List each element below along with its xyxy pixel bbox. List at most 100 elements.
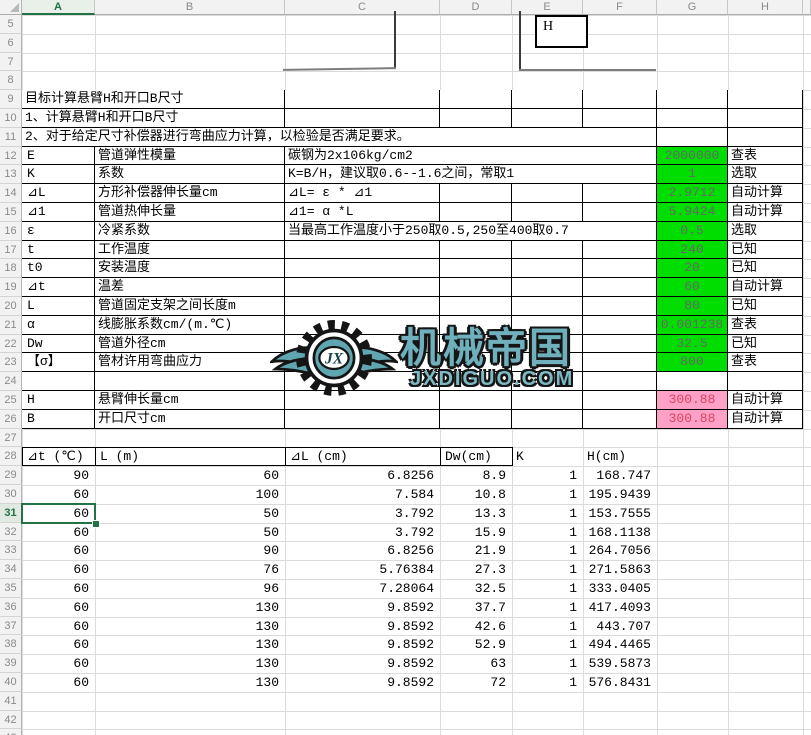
cell-empty[interactable] (583, 203, 657, 222)
row-header-43[interactable]: 43 (0, 729, 22, 735)
row-header-40[interactable]: 40 (0, 673, 22, 692)
cell-empty[interactable] (657, 127, 728, 147)
cell-empty[interactable] (657, 109, 728, 128)
cell-empty[interactable] (512, 353, 583, 373)
row-header-28[interactable]: 28 (0, 447, 22, 467)
cell-note-row12[interactable]: 碳钢为2x106kg/cm2 (285, 146, 657, 166)
data-cell-r30-c5[interactable]: 195.9439 (588, 487, 651, 502)
cell-name-row13[interactable]: 系数 (95, 165, 285, 185)
cell-value-row14[interactable]: 2.9712 (657, 184, 728, 203)
cell-empty[interactable] (512, 203, 583, 222)
row-header-19[interactable]: 19 (0, 278, 22, 297)
data-cell-r32-c1[interactable]: 50 (263, 524, 279, 540)
row-header-16[interactable]: 16 (0, 221, 22, 241)
h-label-textbox[interactable]: H (535, 15, 588, 48)
column-header-g[interactable]: G (657, 0, 728, 15)
selected-cell-outline[interactable] (21, 502, 96, 524)
cell-note-row25[interactable] (285, 391, 440, 410)
row-header-34[interactable]: 34 (0, 560, 22, 579)
cell-source-row21[interactable]: 查表 (728, 315, 803, 335)
cell-name-row25[interactable]: 悬臂伸长量cm (95, 391, 285, 410)
data-cell-r37-c3[interactable]: 42.6 (474, 618, 506, 634)
cell-note-row17[interactable] (285, 240, 440, 260)
cell-name-row20[interactable]: 管道固定支架之间长度m (95, 297, 285, 316)
row-header-39[interactable]: 39 (0, 654, 22, 673)
data-cell-r38-c3[interactable]: 52.9 (474, 637, 506, 653)
row-header-18[interactable]: 18 (0, 259, 22, 279)
data-cell-r34-c0[interactable]: 60 (73, 562, 89, 578)
data-cell-r35-c5[interactable]: 333.0405 (588, 581, 651, 596)
cell-empty[interactable] (440, 353, 512, 373)
data-cell-r31-c2[interactable]: 3.792 (394, 505, 434, 521)
cell-source-row18[interactable]: 已知 (728, 259, 803, 279)
cell-source-row16[interactable]: 选取 (728, 221, 803, 241)
data-header-5[interactable]: H(cm) (587, 449, 627, 465)
row-header-42[interactable]: 42 (0, 710, 22, 730)
fill-handle[interactable] (92, 519, 100, 528)
cell-symbol-row21[interactable]: α (22, 315, 95, 335)
column-header-d[interactable]: D (440, 0, 512, 15)
cell-empty[interactable] (285, 90, 440, 109)
data-cell-r34-c1[interactable]: 76 (263, 562, 279, 578)
cell-empty[interactable] (657, 90, 728, 109)
cell-empty[interactable] (583, 353, 657, 373)
row-header-24[interactable]: 24 (0, 372, 22, 391)
cell-empty[interactable] (440, 278, 512, 297)
data-cell-r40-c2[interactable]: 9.8592 (387, 675, 434, 690)
cell-empty[interactable] (440, 203, 512, 222)
cell-name-row12[interactable]: 管道弹性模量 (95, 146, 285, 166)
cell-note-row26[interactable] (285, 409, 440, 429)
row-header-31[interactable]: 31 (0, 503, 22, 523)
data-cell-r32-c3[interactable]: 15.9 (474, 524, 506, 540)
cell-note-row21[interactable] (285, 315, 440, 335)
column-header-c[interactable]: C (285, 0, 440, 15)
row-header-6[interactable]: 6 (0, 33, 22, 53)
cell-empty[interactable] (512, 184, 583, 203)
cell-empty[interactable] (440, 409, 512, 429)
data-header-1[interactable]: L (m) (95, 447, 286, 467)
cell-name-row19[interactable]: 温差 (95, 278, 285, 297)
data-cell-r29-c1[interactable]: 60 (263, 468, 279, 484)
cell-symbol-row14[interactable]: ⊿L (22, 184, 95, 203)
cell-name-row16[interactable]: 冷紧系数 (95, 221, 285, 241)
cell-empty[interactable] (583, 109, 657, 128)
cell-note-row15[interactable]: ⊿1= α *L (285, 203, 440, 222)
cell-empty[interactable] (512, 297, 583, 316)
row-header-35[interactable]: 35 (0, 579, 22, 598)
select-all-corner[interactable] (0, 0, 22, 15)
row-header-17[interactable]: 17 (0, 240, 22, 260)
cell-empty[interactable] (583, 240, 657, 260)
data-cell-r31-c3[interactable]: 13.3 (474, 505, 506, 521)
data-header-2[interactable]: ⊿L (cm) (285, 447, 441, 467)
data-cell-r31-c0[interactable]: 60 (73, 505, 89, 521)
data-cell-r40-c1[interactable]: 130 (255, 675, 279, 690)
cell-value-row19[interactable]: 60 (657, 278, 728, 297)
row-header-41[interactable]: 41 (0, 691, 22, 711)
cell-empty[interactable] (440, 90, 512, 109)
cell-value-row13[interactable]: 1 (657, 165, 728, 185)
data-cell-r30-c1[interactable]: 100 (255, 487, 279, 502)
column-header-b[interactable]: B (95, 0, 285, 15)
data-cell-r29-c2[interactable]: 6.8256 (387, 468, 434, 484)
cell-value-row23[interactable]: 800 (657, 353, 728, 373)
row-header-10[interactable]: 10 (0, 109, 22, 128)
data-cell-r29-c3[interactable]: 8.9 (482, 468, 506, 484)
cell-note-row18[interactable] (285, 259, 440, 279)
data-cell-r34-c5[interactable]: 271.5863 (588, 562, 651, 578)
cell-symbol-row20[interactable]: L (22, 297, 95, 316)
cell-value-row16[interactable]: 0.5 (657, 221, 728, 241)
data-cell-r36-c0[interactable]: 60 (73, 599, 89, 615)
cell-empty[interactable] (512, 372, 583, 391)
cell-symbol-row23[interactable]: 【σ】 (22, 353, 95, 373)
row-header-9[interactable]: 9 (0, 90, 22, 109)
cell-empty[interactable] (728, 127, 803, 147)
cell-empty[interactable] (583, 372, 657, 391)
row-header-22[interactable]: 22 (0, 334, 22, 354)
data-cell-r37-c0[interactable]: 60 (73, 618, 89, 634)
row-header-7[interactable]: 7 (0, 52, 22, 72)
cell-empty[interactable] (440, 109, 512, 128)
cell-source-row20[interactable]: 已知 (728, 297, 803, 316)
data-cell-r40-c3[interactable]: 72 (490, 675, 506, 690)
data-cell-r36-c1[interactable]: 130 (255, 599, 279, 615)
cell-empty[interactable] (583, 334, 657, 354)
